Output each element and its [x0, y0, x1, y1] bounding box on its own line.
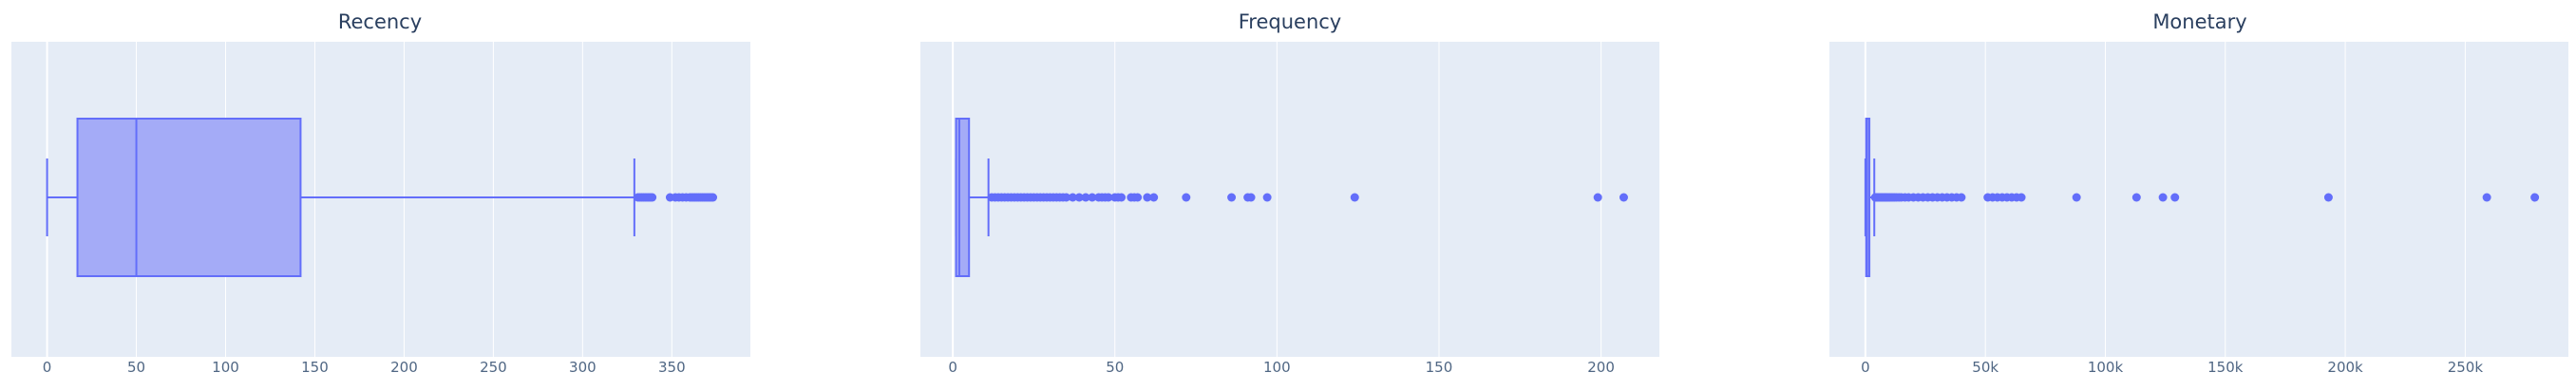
frequency-outlier-point	[1143, 193, 1152, 202]
frequency-outlier-point	[1262, 193, 1272, 202]
monetary-outlier-point	[1957, 193, 1966, 202]
monetary-outliers	[1870, 193, 2540, 202]
frequency-tick-label: 200	[1587, 359, 1615, 376]
recency-tick-label: 150	[301, 359, 329, 376]
recency-tick-label: 100	[212, 359, 239, 376]
frequency-outlier-point	[1133, 193, 1143, 202]
monetary-ticks: 0 50k 100k 150k 200k 250k	[1861, 359, 2483, 376]
monetary-outlier-point	[2158, 193, 2168, 202]
frequency-tick-label: 100	[1263, 359, 1291, 376]
frequency-tick-label: 150	[1426, 359, 1453, 376]
monetary-title: Monetary	[2152, 10, 2246, 33]
frequency-outlier-point	[1062, 193, 1071, 202]
monetary-outlier-point	[2530, 193, 2540, 202]
monetary-outlier-point	[2323, 193, 2333, 202]
frequency-box-group	[955, 118, 990, 277]
monetary-tick-label: 100k	[2088, 359, 2124, 376]
frequency-box	[955, 118, 971, 277]
recency-panel: Recency 0 50 100 150 200 250 300 350	[11, 10, 750, 376]
frequency-outlier-point	[1088, 193, 1097, 202]
monetary-tick-label: 200k	[2327, 359, 2363, 376]
monetary-tick-label: 250k	[2448, 359, 2484, 376]
frequency-title: Frequency	[1239, 10, 1342, 33]
monetary-tick-label: 150k	[2207, 359, 2244, 376]
monetary-outlier-point	[2131, 193, 2141, 202]
frequency-outlier-point	[1104, 193, 1113, 202]
recency-tick-label: 350	[658, 359, 686, 376]
frequency-outlier-point	[1182, 193, 1191, 202]
monetary-tick-label: 0	[1861, 359, 1870, 376]
monetary-outlier-point	[2482, 193, 2491, 202]
recency-tick-label: 300	[569, 359, 597, 376]
recency-box-group	[46, 118, 635, 277]
monetary-box-group	[1864, 118, 1876, 277]
monetary-panel: Monetary 0 50k 100k 150k 200k 250k	[1829, 10, 2568, 376]
frequency-tick-label: 50	[1106, 359, 1124, 376]
recency-title: Recency	[338, 10, 422, 33]
frequency-outlier-point	[1117, 193, 1127, 202]
monetary-outlier-point	[2170, 193, 2180, 202]
frequency-panel: Frequency 0 50 100 150 200	[920, 10, 1659, 376]
recency-tick-label: 0	[43, 359, 52, 376]
frequency-ticks: 0 50 100 150 200	[948, 359, 1615, 376]
recency-tick-label: 200	[390, 359, 418, 376]
frequency-tick-label: 0	[948, 359, 957, 376]
frequency-outlier-point	[1619, 193, 1628, 202]
recency-outlier-point	[709, 193, 718, 202]
recency-outliers	[634, 193, 718, 202]
frequency-outliers	[987, 193, 1628, 202]
recency-box	[76, 118, 302, 277]
recency-tick-label: 50	[127, 359, 145, 376]
frequency-outlier-point	[1074, 193, 1084, 202]
frequency-outlier-point	[1149, 193, 1159, 202]
monetary-outlier-point	[2017, 193, 2026, 202]
recency-ticks: 0 50 100 150 200 250 300 350	[43, 359, 686, 376]
frequency-outlier-point	[1068, 193, 1077, 202]
frequency-outlier-point	[1593, 193, 1602, 202]
monetary-tick-label: 50k	[1972, 359, 1998, 376]
frequency-outlier-point	[1081, 193, 1090, 202]
recency-outlier-point	[648, 193, 657, 202]
frequency-outlier-point	[1246, 193, 1256, 202]
recency-tick-label: 250	[480, 359, 507, 376]
frequency-outlier-point	[1227, 193, 1237, 202]
frequency-outlier-point	[1350, 193, 1359, 202]
monetary-outlier-point	[2072, 193, 2081, 202]
